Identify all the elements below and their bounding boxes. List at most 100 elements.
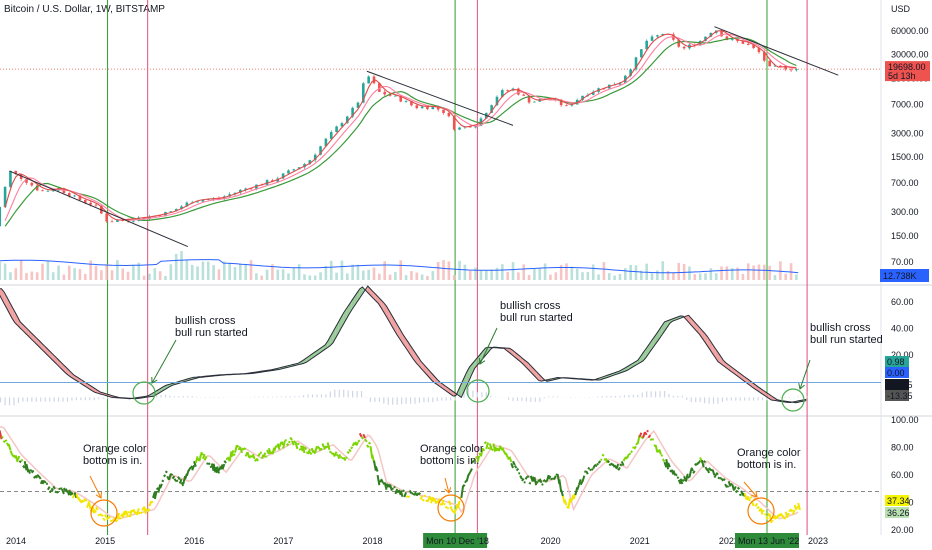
candle-body	[570, 104, 574, 106]
rsi-segment	[587, 466, 591, 470]
volume-bar	[426, 275, 429, 280]
volume-bar	[185, 260, 189, 280]
rsi-segment	[9, 450, 14, 456]
rsi-segment	[781, 514, 785, 519]
candle-body	[452, 116, 456, 130]
price-panel[interactable]	[0, 26, 881, 280]
candle-body	[795, 69, 798, 71]
volume-bar	[121, 268, 125, 280]
candle-body	[180, 206, 183, 210]
volume-bar	[89, 260, 92, 280]
candle-body	[517, 88, 520, 95]
candle-body	[763, 52, 766, 61]
rsi-segment	[717, 476, 721, 480]
rsi-segment	[703, 460, 707, 464]
rsi-segment	[234, 445, 238, 453]
rsi-segment	[218, 466, 222, 471]
rsi-segment	[139, 511, 143, 515]
volume-bar	[704, 273, 707, 280]
volume-bar	[640, 270, 643, 280]
orange-bottom-circle	[437, 494, 465, 522]
rsi-segment	[391, 487, 394, 490]
rsi-segment	[403, 492, 408, 498]
orange-bottom-circle	[90, 499, 118, 527]
rsi-segment	[150, 500, 154, 504]
candle-body	[458, 127, 461, 130]
rsi-segment	[364, 438, 368, 443]
candle-body	[281, 173, 285, 179]
rsi-segment	[597, 460, 602, 464]
osc-fill	[469, 364, 473, 380]
rsi-segment	[198, 453, 203, 462]
candle-body	[565, 105, 568, 106]
volume-bar	[730, 267, 734, 280]
candle-body	[46, 190, 50, 192]
orange-bottom-circle	[747, 497, 775, 525]
volume-bar	[501, 264, 504, 280]
rsi-segment	[173, 478, 178, 482]
volume-bar	[335, 272, 338, 280]
volume-bar	[35, 272, 39, 280]
rsi-segment	[579, 480, 584, 486]
rsi-segment	[312, 450, 317, 455]
trendline	[366, 70, 514, 126]
volume-bar	[656, 270, 659, 280]
rsi-segment	[380, 478, 384, 484]
rsi-segment	[317, 446, 322, 452]
rsi-segment	[663, 461, 668, 468]
volume-bar	[25, 272, 28, 280]
rsi-segment	[16, 455, 21, 461]
candle-body	[0, 206, 2, 227]
rsi-segment	[294, 442, 299, 450]
candle-body	[249, 188, 253, 190]
candle-body	[682, 46, 686, 49]
candle-body	[35, 185, 39, 191]
candle-body	[522, 94, 526, 96]
volume-bar	[148, 273, 151, 280]
rsi-segment	[177, 476, 181, 481]
price-tick-label: 150.00	[891, 231, 919, 241]
rsi-segment	[332, 452, 336, 458]
volume-bar	[313, 275, 317, 280]
candle-body	[415, 105, 419, 109]
rsi-segment	[647, 434, 652, 439]
candle-body	[431, 106, 435, 110]
annotation-orange-bottom: Orange color	[420, 443, 484, 455]
rsi-segment	[14, 455, 19, 463]
rsi-segment	[720, 478, 725, 482]
rsi-segment	[743, 492, 748, 500]
rsi-segment	[326, 442, 331, 451]
rsi-segment	[353, 441, 358, 446]
volume-bar	[190, 264, 194, 280]
rsi-segment	[207, 462, 211, 466]
rsi-segment	[189, 465, 194, 469]
rsi-panel[interactable]	[0, 425, 881, 524]
rsi-segment	[795, 506, 799, 510]
volume-bar	[479, 270, 483, 280]
rsi-segment	[280, 440, 284, 446]
rsi-segment	[428, 495, 432, 501]
volume-bar	[132, 264, 135, 280]
annotation-bullish-cross: bull run started	[500, 312, 573, 324]
volume-bar	[677, 262, 681, 280]
rsi-segment	[23, 461, 28, 471]
volume-bar	[41, 263, 44, 280]
volume-bar	[319, 272, 322, 280]
volume-bar	[206, 261, 210, 280]
rsi-segment	[345, 456, 348, 459]
candle-body	[394, 95, 397, 97]
oscillator-panel[interactable]	[0, 285, 881, 406]
osc-fill	[664, 320, 668, 332]
rsi-segment	[497, 445, 502, 452]
rsi-segment	[695, 462, 700, 466]
rsi-segment	[214, 466, 219, 474]
candle-body	[196, 201, 199, 203]
rsi-segment	[328, 450, 332, 454]
volume-bar	[511, 262, 515, 280]
candle-body	[126, 220, 130, 222]
rsi-segment	[389, 484, 393, 491]
volume-bar	[559, 264, 563, 280]
rsi-segment	[221, 463, 226, 470]
volume-bar	[73, 268, 76, 280]
